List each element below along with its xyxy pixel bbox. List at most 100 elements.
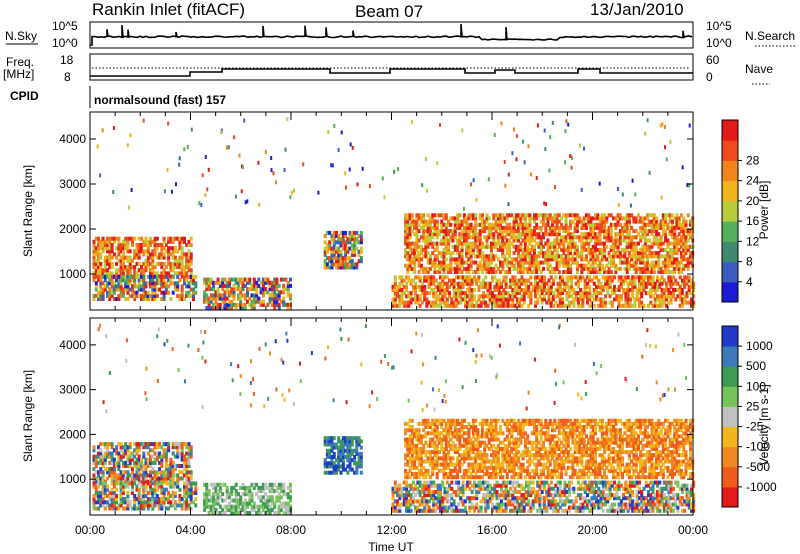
range-gate-cell bbox=[426, 257, 430, 262]
range-gate-cell bbox=[359, 237, 363, 242]
range-gate-cell bbox=[180, 457, 184, 462]
range-gate-cell bbox=[94, 271, 98, 276]
range-gate-cell bbox=[589, 225, 593, 230]
range-gate-cell bbox=[686, 183, 689, 188]
range-gate-cell bbox=[223, 306, 227, 310]
range-gate-cell bbox=[556, 281, 560, 286]
range-gate-cell bbox=[232, 504, 236, 509]
range-gate-cell bbox=[590, 278, 594, 283]
range-gate-cell bbox=[571, 260, 575, 265]
range-gate-cell bbox=[579, 275, 583, 280]
range-gate-cell bbox=[462, 219, 466, 224]
range-gate-cell bbox=[151, 271, 155, 276]
range-gate-cell bbox=[119, 473, 123, 478]
range-gate-cell bbox=[212, 504, 216, 509]
range-gate-cell bbox=[684, 219, 688, 224]
range-gate-cell bbox=[404, 229, 408, 234]
range-gate-cell bbox=[518, 300, 522, 305]
range-gate-cell bbox=[650, 254, 654, 259]
range-gate-cell bbox=[183, 487, 186, 492]
range-gate-cell bbox=[164, 271, 168, 276]
range-gate-cell bbox=[234, 306, 238, 310]
range-gate-cell bbox=[337, 439, 341, 444]
velocity-cells bbox=[92, 323, 696, 515]
colorbar-swatch bbox=[722, 281, 738, 303]
range-gate-cell bbox=[187, 494, 191, 498]
range-gate-cell bbox=[512, 225, 516, 230]
range-gate-cell bbox=[554, 288, 558, 292]
range-gate-cell bbox=[551, 266, 554, 271]
range-gate-cell bbox=[604, 275, 608, 280]
range-gate-cell bbox=[626, 275, 630, 280]
range-gate-cell bbox=[685, 278, 689, 283]
range-gate-cell bbox=[144, 457, 148, 462]
range-gate-cell bbox=[162, 297, 166, 301]
range-gate-cell bbox=[97, 252, 100, 257]
range-gate-cell bbox=[248, 511, 252, 515]
range-gate-cell bbox=[646, 229, 649, 234]
range-gate-cell bbox=[133, 290, 137, 295]
range-gate-cell bbox=[142, 271, 146, 276]
range-gate-cell bbox=[658, 297, 662, 302]
range-gate-cell bbox=[185, 481, 189, 486]
range-gate-cell bbox=[517, 225, 521, 230]
range-gate-cell bbox=[406, 421, 410, 426]
range-gate-cell bbox=[264, 492, 268, 497]
range-gate-cell bbox=[158, 243, 162, 247]
range-gate-cell bbox=[140, 442, 143, 447]
range-gate-cell bbox=[117, 451, 121, 456]
range-gate-cell bbox=[564, 160, 567, 165]
range-gate-cell bbox=[391, 284, 395, 289]
range-gate-cell bbox=[289, 283, 292, 288]
range-gate-cell bbox=[571, 213, 575, 218]
range-gate-cell bbox=[487, 177, 490, 182]
range-gate-cell bbox=[631, 281, 635, 286]
range-gate-cell bbox=[325, 439, 329, 444]
freq-strip-frame bbox=[89, 53, 694, 81]
range-gate-cell bbox=[149, 236, 152, 241]
range-gate-cell bbox=[638, 291, 641, 296]
range-gate-cell bbox=[131, 481, 134, 486]
range-gate-cell bbox=[339, 249, 343, 254]
range-gate-cell bbox=[158, 506, 162, 511]
range-gate-cell bbox=[424, 241, 428, 246]
range-gate-cell bbox=[413, 241, 417, 246]
range-gate-cell bbox=[520, 297, 524, 302]
range-gate-cell bbox=[212, 511, 216, 515]
nsky-tick-bottom: 10^0 bbox=[52, 36, 78, 50]
range-gate-cell bbox=[614, 244, 618, 249]
range-gate-cell bbox=[518, 288, 522, 292]
range-gate-cell bbox=[234, 507, 238, 512]
range-gate-cell bbox=[582, 247, 586, 252]
range-gate-cell bbox=[598, 181, 601, 186]
range-gate-cell bbox=[457, 281, 461, 286]
range-gate-cell bbox=[592, 297, 596, 302]
range-gate-cell bbox=[163, 189, 166, 194]
range-gate-cell bbox=[551, 254, 554, 259]
range-gate-cell bbox=[106, 500, 110, 505]
range-gate-cell bbox=[555, 251, 559, 256]
range-gate-cell bbox=[648, 247, 652, 252]
range-gate-cell bbox=[144, 503, 148, 508]
range-gate-cell bbox=[103, 460, 107, 465]
range-gate-cell bbox=[580, 219, 584, 224]
range-gate-cell bbox=[129, 133, 132, 138]
range-gate-cell bbox=[209, 511, 213, 515]
range-gate-cell bbox=[442, 257, 446, 262]
range-gate-cell bbox=[666, 270, 670, 274]
range-gate-cell bbox=[216, 296, 220, 301]
range-gate-cell bbox=[591, 247, 595, 252]
range-gate-cell bbox=[106, 274, 110, 279]
range-gate-cell bbox=[302, 162, 305, 167]
range-gate-cell bbox=[454, 288, 458, 292]
range-gate-cell bbox=[106, 484, 110, 489]
range-gate-cell bbox=[448, 278, 451, 283]
range-gate-cell bbox=[186, 145, 189, 149]
range-gate-cell bbox=[518, 297, 522, 302]
range-gate-cell bbox=[542, 254, 545, 259]
range-gate-cell bbox=[359, 455, 363, 459]
range-gate-cell bbox=[634, 254, 638, 259]
range-gate-cell bbox=[214, 290, 218, 295]
range-gate-cell bbox=[441, 284, 445, 289]
range-gate-cell bbox=[539, 238, 543, 243]
